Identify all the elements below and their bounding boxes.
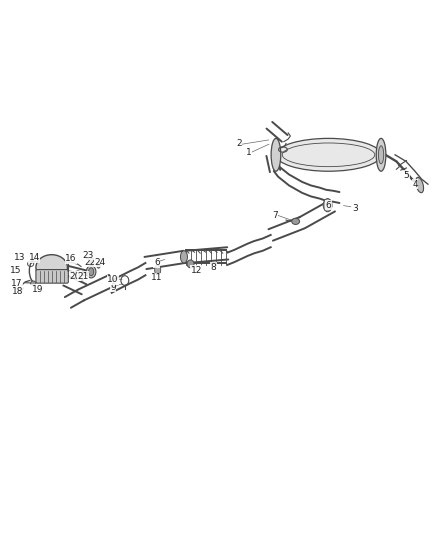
Ellipse shape: [155, 265, 161, 275]
Ellipse shape: [31, 281, 36, 285]
Ellipse shape: [88, 268, 94, 276]
Ellipse shape: [187, 260, 194, 268]
Text: 20: 20: [70, 272, 81, 281]
Text: 5: 5: [403, 171, 410, 180]
Text: 17: 17: [11, 279, 22, 288]
Text: 19: 19: [32, 285, 43, 294]
Text: 2: 2: [236, 139, 241, 148]
Text: 8: 8: [211, 263, 217, 272]
Text: 6: 6: [325, 201, 332, 209]
Text: 24: 24: [94, 257, 106, 266]
Ellipse shape: [416, 177, 424, 193]
Ellipse shape: [323, 199, 332, 212]
Text: 16: 16: [65, 254, 77, 263]
Text: 23: 23: [82, 251, 93, 260]
Text: 10: 10: [107, 275, 119, 284]
Ellipse shape: [376, 139, 386, 171]
Text: 15: 15: [10, 265, 21, 274]
Ellipse shape: [89, 260, 93, 266]
Text: 3: 3: [352, 204, 358, 213]
Text: 1: 1: [246, 148, 252, 157]
Ellipse shape: [17, 286, 23, 290]
Text: 12: 12: [191, 265, 202, 274]
Ellipse shape: [378, 146, 384, 164]
Text: 4: 4: [413, 180, 418, 189]
FancyBboxPatch shape: [36, 270, 68, 283]
Text: 7: 7: [272, 211, 278, 220]
Ellipse shape: [36, 255, 67, 280]
Text: 22: 22: [84, 257, 95, 266]
Text: 21: 21: [78, 272, 89, 281]
Ellipse shape: [81, 271, 88, 276]
Text: 13: 13: [14, 253, 25, 262]
Ellipse shape: [180, 251, 187, 263]
Ellipse shape: [276, 139, 381, 171]
Ellipse shape: [75, 271, 81, 275]
Ellipse shape: [292, 219, 300, 224]
Ellipse shape: [97, 263, 100, 268]
Ellipse shape: [271, 139, 281, 171]
Ellipse shape: [86, 265, 96, 278]
Text: 11: 11: [151, 273, 162, 282]
Text: 6: 6: [154, 259, 160, 268]
Text: 18: 18: [12, 287, 23, 295]
Text: 9: 9: [110, 283, 116, 292]
Text: 14: 14: [28, 253, 40, 262]
